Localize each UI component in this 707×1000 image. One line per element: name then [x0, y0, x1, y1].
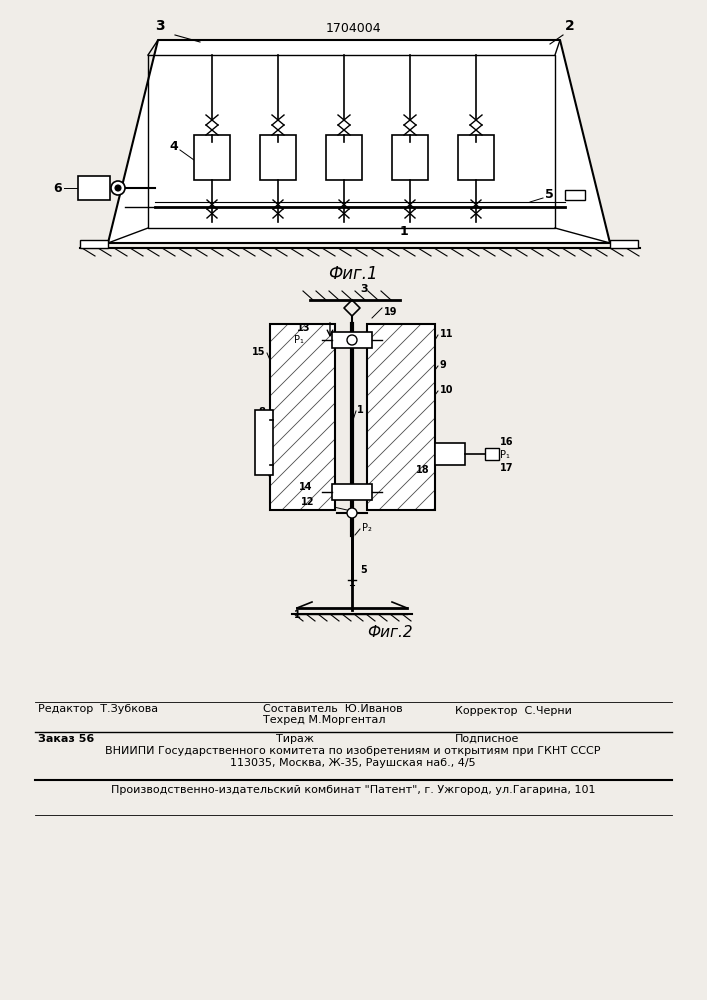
Text: 1704004: 1704004 [325, 22, 381, 35]
Circle shape [111, 181, 125, 195]
Text: 1: 1 [357, 405, 363, 415]
Circle shape [347, 508, 357, 518]
Bar [332, 484, 372, 500]
Bar [435, 443, 465, 465]
Text: 16: 16 [500, 437, 513, 447]
Text: Корректор  С.Черни: Корректор С.Черни [455, 706, 572, 716]
Text: 1: 1 [400, 225, 409, 238]
Bar [255, 410, 273, 475]
Polygon shape [108, 40, 610, 243]
Text: Редактор  Т.Зубкова: Редактор Т.Зубкова [38, 704, 158, 714]
Text: 19: 19 [384, 307, 397, 317]
Text: 10: 10 [440, 385, 453, 395]
Text: 9: 9 [440, 360, 447, 370]
Bar [392, 135, 428, 180]
Text: Фиг.1: Фиг.1 [328, 265, 378, 283]
Text: 14: 14 [298, 482, 312, 492]
Text: 3: 3 [360, 284, 368, 294]
Bar [367, 324, 435, 510]
Text: Р₁: Р₁ [294, 335, 304, 345]
Text: Фиг.2: Фиг.2 [367, 625, 413, 640]
Text: 13: 13 [296, 323, 310, 333]
Bar [78, 176, 110, 200]
Bar [194, 135, 230, 180]
Text: Составитель  Ю.Иванов: Составитель Ю.Иванов [263, 704, 402, 714]
Text: 5: 5 [545, 188, 554, 200]
Text: Тираж: Тираж [276, 734, 314, 744]
Bar [332, 332, 372, 348]
Text: 6: 6 [53, 182, 62, 194]
Text: 2: 2 [565, 19, 575, 33]
Bar [270, 324, 335, 510]
Text: ВНИИПИ Государственного комитета по изобретениям и открытиям при ГКНТ СССР: ВНИИПИ Государственного комитета по изоб… [105, 746, 601, 756]
Text: Производственно-издательский комбинат "Патент", г. Ужгород, ул.Гагарина, 101: Производственно-издательский комбинат "П… [111, 785, 595, 795]
Text: 17: 17 [500, 463, 513, 473]
Text: 3: 3 [155, 19, 165, 33]
Bar [260, 135, 296, 180]
Text: 8: 8 [258, 407, 265, 417]
Text: Р₁: Р₁ [500, 450, 510, 460]
Text: Заказ 56: Заказ 56 [38, 734, 94, 744]
Text: 12: 12 [300, 497, 314, 507]
Bar [458, 135, 494, 180]
Text: 18: 18 [416, 465, 430, 475]
Bar [565, 190, 585, 200]
Text: 1: 1 [294, 610, 300, 620]
Text: 113035, Москва, Ж-35, Раушская наб., 4/5: 113035, Москва, Ж-35, Раушская наб., 4/5 [230, 758, 476, 768]
Circle shape [347, 335, 357, 345]
Text: 11: 11 [440, 329, 453, 339]
Bar [485, 448, 499, 460]
Text: Техред М.Моргентал: Техред М.Моргентал [263, 715, 385, 725]
Circle shape [115, 185, 121, 191]
Bar [326, 135, 362, 180]
Bar [80, 240, 108, 248]
Bar [610, 240, 638, 248]
Text: Подписное: Подписное [455, 734, 520, 744]
Text: 7: 7 [258, 465, 265, 475]
Text: 15: 15 [252, 347, 265, 357]
Text: 4: 4 [169, 140, 178, 153]
Text: 5: 5 [360, 565, 367, 575]
Text: Р₂: Р₂ [362, 523, 372, 533]
